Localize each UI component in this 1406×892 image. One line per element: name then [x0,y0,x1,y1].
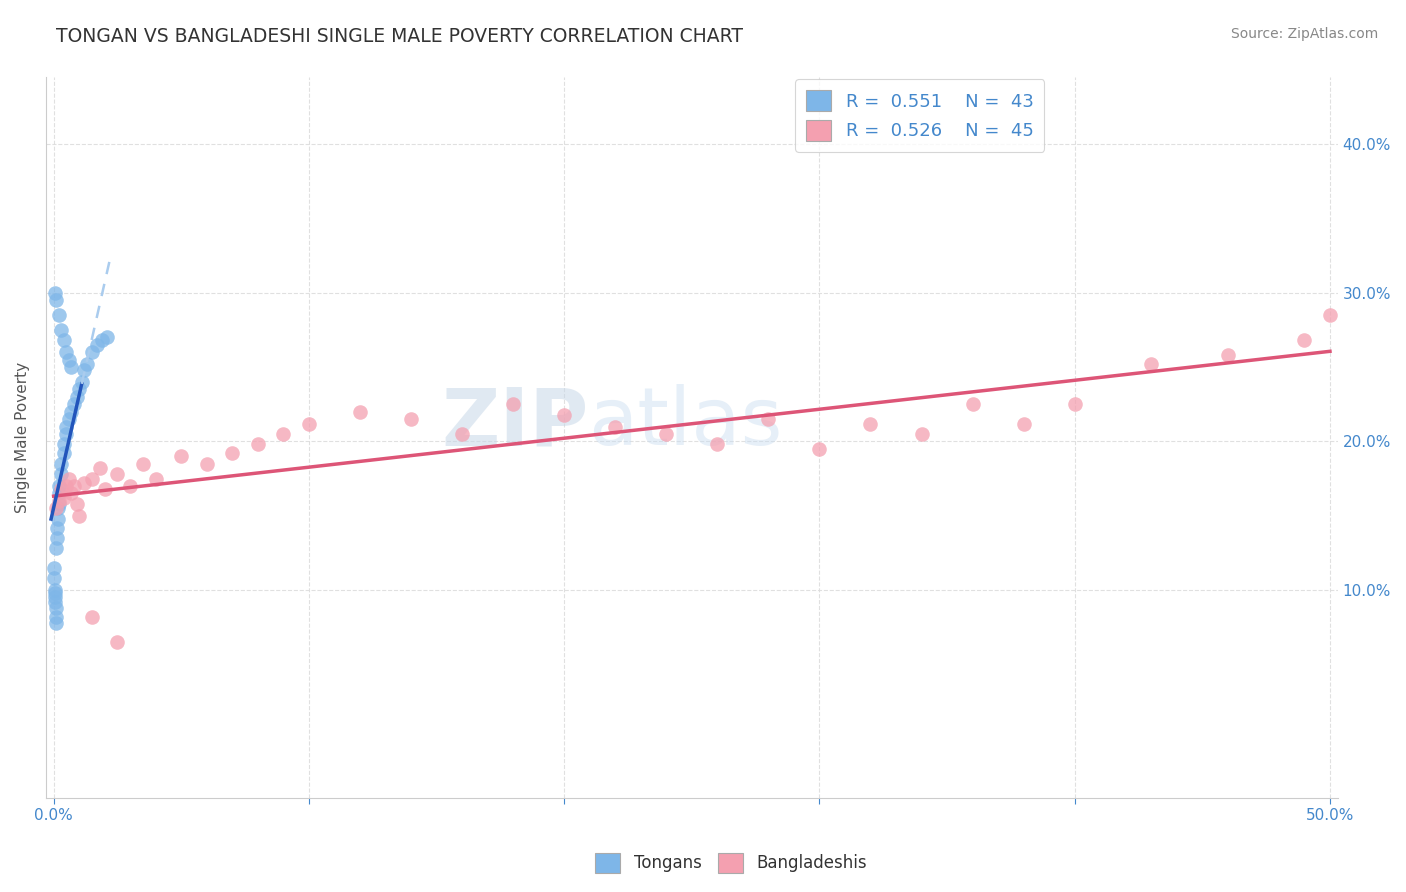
Point [246,437,269,451]
Point [451,427,474,442]
Point [89,461,111,475]
Point [67,508,90,523]
Point [502,397,524,411]
Point [52,491,75,505]
Point [73,363,96,377]
Point [93,482,115,496]
Point [58,472,80,486]
Point [63,479,86,493]
Point [45,609,67,624]
Point [1216,348,1239,362]
Point [48,486,70,500]
Point [51,482,73,496]
Point [195,457,218,471]
Text: ZIP: ZIP [441,384,589,462]
Point [52,334,75,348]
Point [45,501,67,516]
Point [67,383,90,397]
Point [55,479,77,493]
Point [45,293,67,308]
Point [910,427,932,442]
Text: atlas: atlas [589,384,783,462]
Point [706,437,728,451]
Point [91,334,114,348]
Point [65,497,87,511]
Point [45,615,67,630]
Point [45,600,67,615]
Point [55,419,77,434]
Point [399,412,422,426]
Point [80,472,103,486]
Point [107,467,129,482]
Point [65,390,87,404]
Point [553,408,575,422]
Point [48,494,70,508]
Point [60,486,83,500]
Point [58,352,80,367]
Point [298,417,321,431]
Point [63,397,86,411]
Point [51,467,73,482]
Point [51,457,73,471]
Point [52,446,75,460]
Point [221,446,243,460]
Point [52,437,75,451]
Point [46,501,69,516]
Point [55,427,77,442]
Point [349,405,371,419]
Point [808,442,831,456]
Point [86,338,108,352]
Y-axis label: Single Male Poverty: Single Male Poverty [15,362,30,513]
Point [44,586,66,600]
Point [44,582,66,597]
Point [48,497,70,511]
Point [120,479,142,493]
Point [1319,308,1341,322]
Point [605,419,627,434]
Point [170,450,193,464]
Point [758,412,780,426]
Text: Source: ZipAtlas.com: Source: ZipAtlas.com [1230,27,1378,41]
Point [55,345,77,359]
Point [44,285,66,300]
Legend: R =  0.551    N =  43, R =  0.526    N =  45: R = 0.551 N = 43, R = 0.526 N = 45 [796,79,1045,152]
Text: TONGAN VS BANGLADESHI SINGLE MALE POVERTY CORRELATION CHART: TONGAN VS BANGLADESHI SINGLE MALE POVERT… [56,27,744,45]
Point [273,427,295,442]
Point [107,635,129,649]
Legend: Tongans, Bangladeshis: Tongans, Bangladeshis [589,847,873,880]
Point [1294,334,1316,348]
Point [145,472,167,486]
Point [1012,417,1035,431]
Point [44,591,66,605]
Point [655,427,678,442]
Point [76,357,98,371]
Point [80,345,103,359]
Point [48,479,70,493]
Point [46,512,69,526]
Point [73,476,96,491]
Point [45,541,67,556]
Point [859,417,882,431]
Point [1063,397,1085,411]
Point [962,397,984,411]
Point [51,323,73,337]
Point [44,571,66,585]
Point [44,595,66,609]
Point [60,360,83,375]
Point [96,330,118,344]
Point [132,457,155,471]
Point [1140,357,1163,371]
Point [70,375,93,389]
Point [48,308,70,322]
Point [46,521,69,535]
Point [45,531,67,545]
Point [58,412,80,426]
Point [60,405,83,419]
Point [44,561,66,575]
Point [80,609,103,624]
